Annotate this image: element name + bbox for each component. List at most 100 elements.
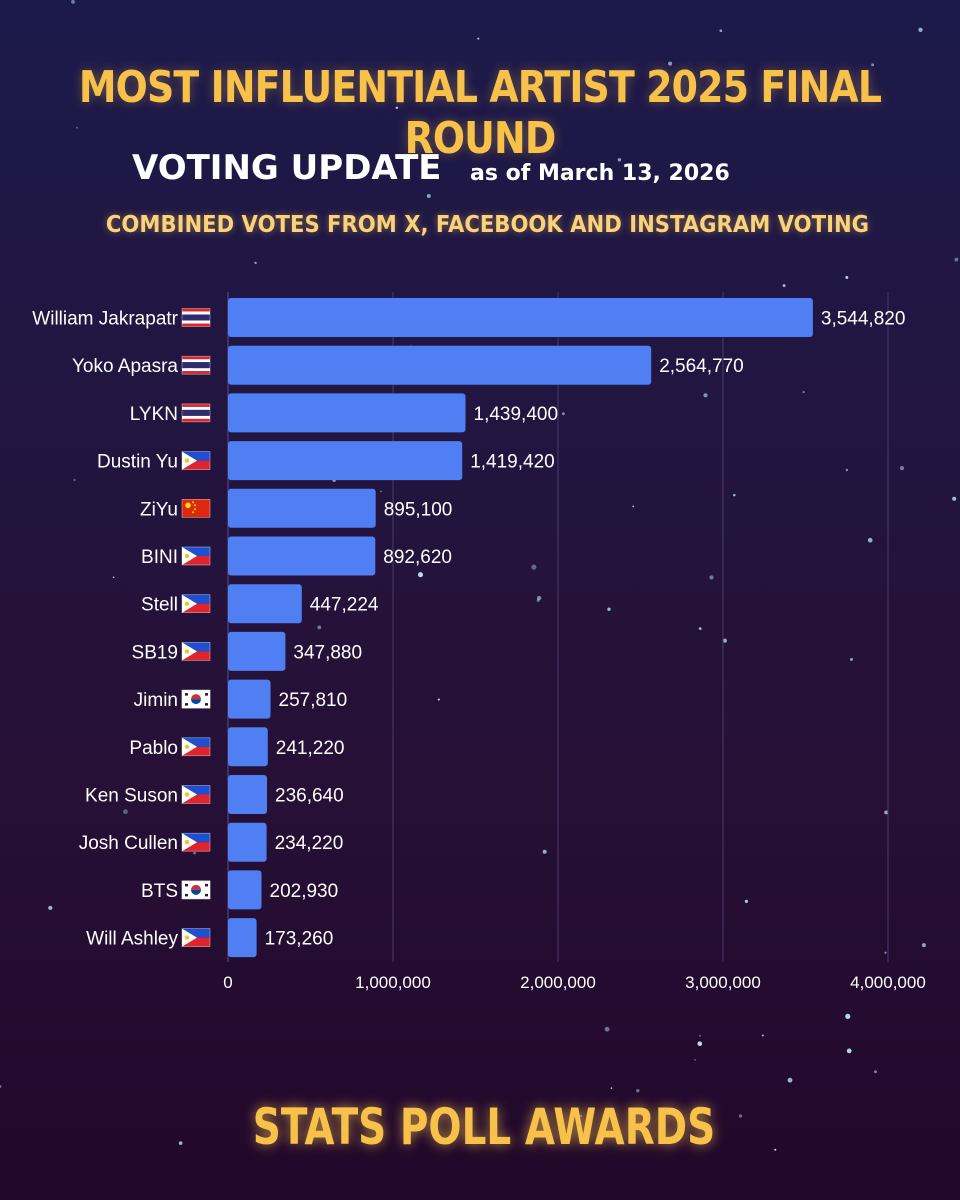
star <box>579 1114 582 1118</box>
category-label: Josh Cullen <box>79 833 178 854</box>
star <box>632 505 635 508</box>
bar <box>228 441 463 481</box>
star <box>668 61 673 66</box>
bar-value-label: 347,880 <box>293 642 362 663</box>
star <box>845 1013 851 1019</box>
category-label: Dustin Yu <box>97 452 178 473</box>
star <box>884 951 887 954</box>
philippines-flag-icon <box>181 642 211 661</box>
x-tick-label: 1,000,000 <box>355 973 431 992</box>
star <box>954 257 959 262</box>
bar-value-label: 241,220 <box>276 738 345 759</box>
x-tick-label: 4,000,000 <box>850 973 926 992</box>
star <box>921 943 926 948</box>
category-label: Pablo <box>129 738 178 759</box>
category-label: Ken Suson <box>85 786 178 807</box>
south-korea-flag-icon <box>181 880 211 900</box>
philippines-flag-icon <box>181 785 211 804</box>
star <box>787 1077 793 1083</box>
bar-value-label: 895,100 <box>384 499 453 520</box>
category-label: Yoko Apasra <box>72 356 178 377</box>
bar-value-label: 892,620 <box>383 547 452 568</box>
star <box>846 1048 852 1054</box>
star <box>899 466 905 471</box>
star <box>542 849 547 854</box>
bar-value-label: 2,564,770 <box>659 356 744 377</box>
category-label: William Jakrapatr <box>32 309 178 330</box>
category-label: LYKN <box>130 404 178 425</box>
x-tick-label: 0 <box>223 973 232 992</box>
voting-update-label: VOTING UPDATE <box>132 148 442 188</box>
bar-value-label: 202,930 <box>270 881 339 902</box>
china-flag-icon <box>181 498 211 518</box>
star <box>426 194 431 198</box>
star <box>636 1088 640 1093</box>
bar-value-label: 447,224 <box>310 595 379 616</box>
bar-value-label: 234,220 <box>275 833 344 854</box>
bar <box>228 631 286 671</box>
star <box>867 537 873 543</box>
star <box>918 27 923 32</box>
star <box>952 496 957 501</box>
star <box>782 284 786 288</box>
bar <box>228 488 376 528</box>
star <box>884 810 889 815</box>
category-label: ZiYu <box>140 499 178 520</box>
star <box>477 37 480 40</box>
star <box>738 1114 743 1118</box>
bar-value-label: 236,640 <box>275 786 344 807</box>
star <box>123 809 128 815</box>
star <box>562 412 565 416</box>
star <box>193 851 196 855</box>
bar <box>228 536 376 576</box>
footer-brand: STATS POLL AWARDS <box>252 1098 716 1156</box>
category-label: BINI <box>141 547 178 568</box>
bar-value-label: 1,439,400 <box>474 404 559 425</box>
star <box>76 126 79 129</box>
bar <box>228 298 813 337</box>
category-label: Jimin <box>134 690 178 711</box>
philippines-flag-icon <box>181 737 211 757</box>
bar-value-label: 1,419,420 <box>470 452 555 473</box>
star <box>617 158 622 162</box>
star <box>317 625 322 630</box>
star <box>761 1034 764 1037</box>
star <box>871 63 875 67</box>
star <box>850 657 853 661</box>
star <box>112 576 115 579</box>
bar-value-label: 173,260 <box>265 929 334 950</box>
philippines-flag-icon <box>181 594 211 614</box>
star <box>417 572 424 578</box>
star <box>722 638 727 643</box>
bar <box>228 393 466 433</box>
philippines-flag-icon <box>181 546 211 566</box>
star <box>610 1087 613 1089</box>
philippines-flag-icon <box>181 832 211 852</box>
thailand-flag-icon <box>181 355 211 375</box>
star <box>73 478 76 482</box>
south-korea-flag-icon <box>181 689 211 709</box>
star <box>0 1085 2 1088</box>
bar <box>228 870 262 910</box>
thailand-flag-icon <box>181 403 211 423</box>
star <box>698 627 702 630</box>
x-tick-label: 3,000,000 <box>685 973 761 992</box>
star <box>733 493 736 497</box>
star <box>437 698 440 701</box>
star <box>845 468 849 472</box>
star <box>531 564 537 570</box>
bar-value-label: 257,810 <box>279 690 348 711</box>
star <box>254 261 257 265</box>
star <box>604 1026 610 1032</box>
star <box>536 595 542 601</box>
bar <box>228 775 267 814</box>
bar <box>228 679 271 719</box>
category-label: Will Ashley <box>86 929 178 950</box>
chart-subtitle: COMBINED VOTES FROM X, FACEBOOK AND INST… <box>105 212 870 238</box>
star <box>694 1059 696 1061</box>
star <box>178 1141 183 1145</box>
bar-chart: 0 1,000,000 2,000,000 3,000,000 4,000,000 3,5… <box>32 292 926 992</box>
thailand-flag-icon <box>181 308 211 327</box>
star <box>774 1148 777 1151</box>
